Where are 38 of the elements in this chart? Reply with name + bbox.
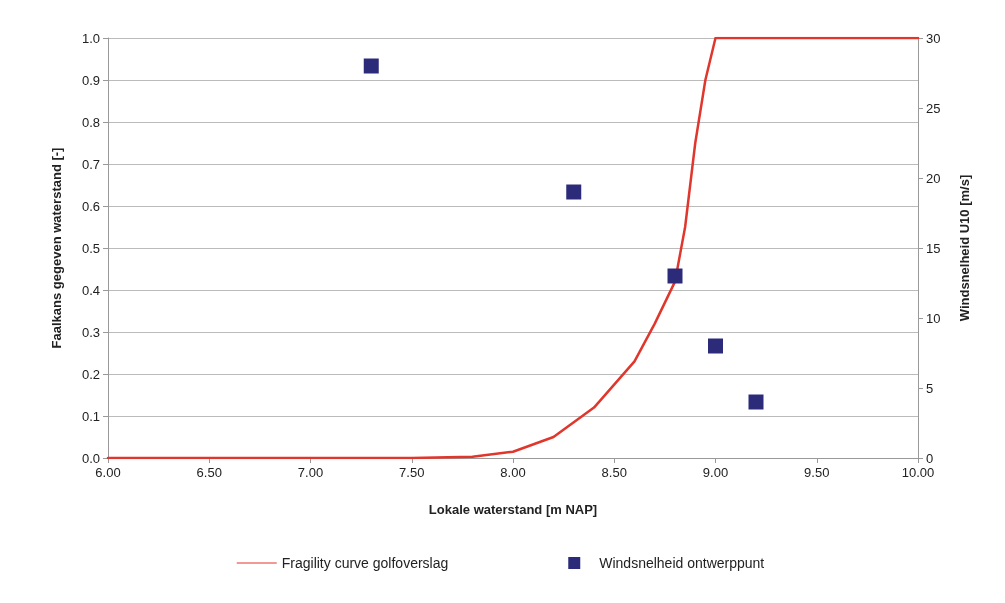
- y2-tick-label: 25: [926, 100, 941, 116]
- y2-tick-label: 20: [926, 170, 941, 186]
- legend-label: Windsnelheid ontwerppunt: [599, 555, 765, 571]
- y2-tick-label: 0: [926, 450, 934, 466]
- y-tick-label: 0.7: [81, 156, 100, 172]
- y-tick-label: 0.1: [81, 408, 100, 424]
- point: [748, 394, 764, 410]
- y-tick-label: 0.0: [81, 450, 100, 466]
- y2-tick-label: 15: [926, 240, 941, 256]
- y-tick-label: 0.6: [81, 198, 100, 214]
- y-tick-label: 0.3: [81, 324, 100, 340]
- line-series: [106, 36, 920, 460]
- y2-tick-label: 10: [926, 310, 941, 326]
- point: [708, 338, 723, 354]
- x-tick-label: 9.00: [702, 465, 729, 480]
- x-tick-label: 8.50: [601, 465, 627, 480]
- x-tick-label: 10.00: [901, 465, 935, 480]
- x-tick-label: 8.00: [500, 465, 526, 480]
- y-tick-label: 0.8: [81, 114, 100, 130]
- y2-tick-label: 5: [926, 380, 934, 396]
- legend-label: Fragility curve golfoverslag: [281, 555, 449, 571]
- point: [667, 268, 683, 284]
- x-tick-label: 6.50: [196, 465, 222, 480]
- y2-tick-label: 30: [926, 30, 941, 46]
- x-axis-title: Lokale waterstand [m NAP]: [428, 502, 598, 517]
- y-tick-label: 1.0: [81, 30, 100, 46]
- y-tick-label: 0.9: [81, 72, 100, 88]
- point: [566, 184, 582, 200]
- x-tick-label: 7.00: [297, 465, 324, 480]
- y-tick-label: 0.2: [81, 366, 100, 382]
- y-axis-title: Faalkans gegeven waterstand [-]: [49, 147, 64, 349]
- y-tick-label: 0.5: [81, 240, 100, 256]
- x-tick-label: 9.50: [804, 465, 830, 480]
- y2-axis-title: Windsnelheid U10 [m/s]: [957, 174, 972, 322]
- x-tick-label: 7.50: [399, 465, 425, 480]
- point: [363, 58, 379, 74]
- x-tick-label: 6.00: [95, 465, 121, 480]
- y-tick-label: 0.4: [81, 282, 100, 298]
